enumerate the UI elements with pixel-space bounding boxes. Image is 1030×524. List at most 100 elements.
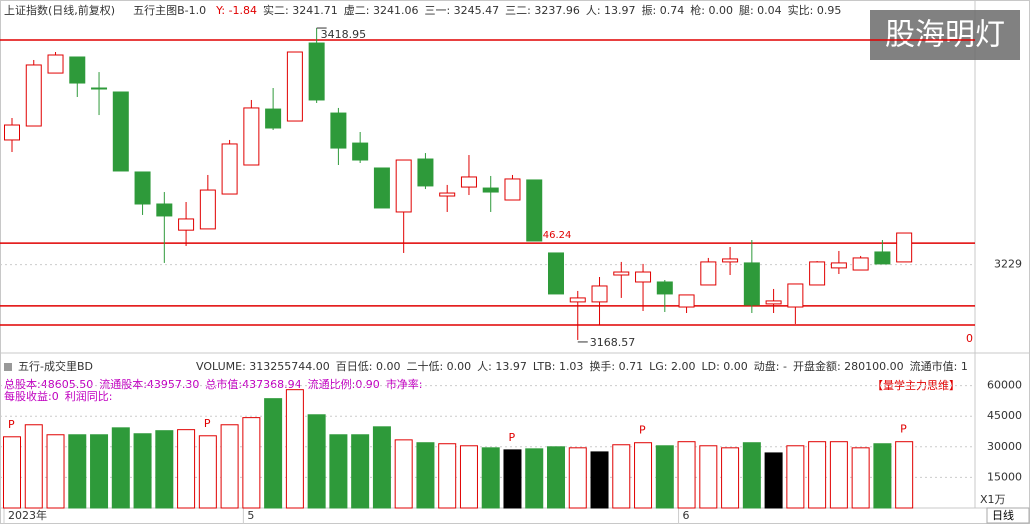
candle-body	[417, 158, 434, 187]
header-item: LD: 0.00	[702, 360, 748, 373]
volume-bar	[351, 434, 370, 509]
header-item: Y: -1.84	[215, 4, 257, 17]
volume-bar	[438, 443, 457, 509]
volume-bar	[459, 445, 478, 509]
candle-body	[852, 257, 869, 271]
volume-bar	[111, 427, 130, 509]
volume-bar	[808, 441, 827, 509]
candle-body	[330, 112, 347, 149]
h-line-label: 3246.24	[530, 230, 571, 241]
candle-body	[504, 178, 521, 201]
header-item: LG: 2.00	[649, 360, 695, 373]
x-tick-label: 6	[683, 509, 690, 522]
header-item: 动盘: -	[754, 359, 787, 373]
volume-bar	[829, 441, 848, 509]
candle-body	[308, 42, 325, 101]
overlay-item: 利润同比:	[65, 389, 113, 403]
header-item: 换手: 0.71	[589, 359, 643, 373]
y-tick-label: 3229	[994, 258, 1022, 271]
marker: P	[639, 424, 646, 437]
candle-body	[722, 258, 739, 263]
marker: P	[508, 431, 515, 444]
header-item: LTB: 1.03	[533, 360, 584, 373]
candle-body	[548, 252, 564, 295]
header-item: 人: 13.97	[586, 4, 636, 17]
header-item: 人: 13.97	[477, 360, 527, 373]
volume-bar	[873, 443, 892, 509]
overlay-item: 市净率:	[386, 377, 423, 391]
overlay-item: 每股收益:0	[4, 389, 59, 403]
candle-body	[765, 300, 782, 305]
y-tick-label: 30000	[987, 440, 1022, 453]
marker: P	[204, 417, 211, 430]
candle-body	[395, 159, 412, 213]
header-item: 虚二: 3241.06	[344, 4, 419, 17]
candle-body	[591, 285, 608, 303]
volume-bar	[264, 398, 283, 509]
candle-body	[178, 218, 195, 231]
volume-bar	[721, 447, 740, 509]
candle-body	[373, 167, 390, 209]
candle-body	[439, 192, 456, 197]
candle-body	[569, 297, 586, 303]
watermark-box	[870, 10, 1020, 60]
header-item: 枪: 0.00	[690, 3, 733, 17]
volume-bar	[634, 442, 653, 509]
header-item: VOLUME: 313255744.00	[196, 360, 330, 373]
volume-bar	[742, 442, 761, 509]
candle-body	[25, 64, 42, 127]
candle-body	[635, 271, 652, 283]
marker: P	[8, 418, 15, 431]
header-item: 腿: 0.04	[739, 4, 782, 17]
chart-title: 五行-成交里BD	[18, 359, 93, 373]
volume-bar	[68, 434, 87, 509]
volume-bar	[525, 448, 544, 509]
candle-body	[265, 108, 282, 129]
candle-body	[678, 294, 695, 308]
candle-body	[526, 179, 543, 242]
candle-body	[482, 187, 499, 193]
volume-bar	[655, 445, 674, 509]
volume-bar	[851, 447, 870, 509]
volume-bar	[699, 445, 718, 509]
volume-bar	[198, 435, 217, 509]
volume-bar	[612, 444, 631, 509]
candle-body	[352, 142, 369, 161]
volume-bar	[786, 445, 805, 509]
volume-bar	[3, 436, 21, 509]
overlay-item: 流通比例:0.90	[308, 377, 380, 391]
volume-bar	[590, 451, 609, 509]
candle-body	[896, 232, 913, 263]
header-item: 流通市值: 1	[910, 359, 968, 373]
volume-bar	[285, 389, 304, 509]
volume-bar	[372, 426, 391, 509]
candle-body	[221, 143, 238, 195]
header-item: 振: 0.74	[642, 3, 685, 17]
candle-body	[134, 171, 151, 205]
candle-body	[700, 261, 717, 286]
header-item: 二十低: 0.00	[406, 359, 471, 373]
volume-bar	[177, 429, 196, 509]
header-item: 开盘金额: 280100.00	[793, 359, 904, 373]
period: 日线	[992, 508, 1014, 522]
x-tick-label: 5	[247, 509, 254, 522]
high-label: 3418.95	[321, 28, 367, 41]
candle-body	[243, 107, 260, 166]
candle-body	[91, 87, 108, 90]
volume-bar	[764, 452, 783, 509]
low-label: 3168.57	[590, 336, 636, 349]
candle-body	[4, 124, 20, 141]
candle-body	[613, 271, 630, 276]
header-item: 百日低: 0.00	[336, 360, 401, 373]
candle-body	[874, 251, 891, 265]
volume-bar	[133, 433, 152, 509]
volume-bar	[220, 424, 239, 509]
volume-bar	[155, 430, 174, 509]
overlay-item: 总市值:437368.94	[205, 377, 301, 391]
candle-body	[460, 176, 477, 188]
candle-body	[787, 283, 804, 308]
volume-bar	[481, 447, 500, 509]
x-tick-label: 2023年	[8, 508, 47, 522]
volume-bar	[416, 442, 435, 509]
